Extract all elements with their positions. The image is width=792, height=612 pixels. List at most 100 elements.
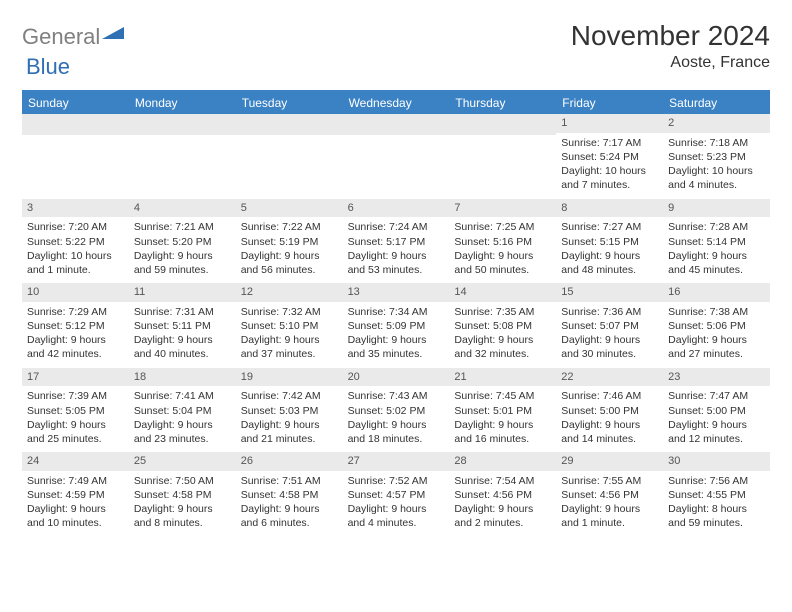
sunset-text: Sunset: 5:14 PM bbox=[668, 235, 765, 249]
daylight-text: Daylight: 9 hours and 50 minutes. bbox=[454, 249, 551, 277]
daylight-text: Daylight: 9 hours and 42 minutes. bbox=[27, 333, 124, 361]
sunset-text: Sunset: 4:58 PM bbox=[241, 488, 338, 502]
date-number: 19 bbox=[236, 368, 343, 387]
calendar-cell: 25Sunrise: 7:50 AMSunset: 4:58 PMDayligh… bbox=[129, 452, 236, 537]
date-number: 23 bbox=[663, 368, 770, 387]
sunrise-text: Sunrise: 7:20 AM bbox=[27, 220, 124, 234]
sunset-text: Sunset: 4:58 PM bbox=[134, 488, 231, 502]
date-number: 12 bbox=[236, 283, 343, 302]
sunrise-text: Sunrise: 7:28 AM bbox=[668, 220, 765, 234]
date-number: 29 bbox=[556, 452, 663, 471]
sunset-text: Sunset: 5:00 PM bbox=[668, 404, 765, 418]
sunset-text: Sunset: 4:56 PM bbox=[454, 488, 551, 502]
sunrise-text: Sunrise: 7:46 AM bbox=[561, 389, 658, 403]
calendar-cell: 16Sunrise: 7:38 AMSunset: 5:06 PMDayligh… bbox=[663, 283, 770, 368]
sunset-text: Sunset: 5:04 PM bbox=[134, 404, 231, 418]
sunset-text: Sunset: 5:24 PM bbox=[561, 150, 658, 164]
location: Aoste, France bbox=[571, 54, 770, 72]
sunset-text: Sunset: 5:00 PM bbox=[561, 404, 658, 418]
day-header: Tuesday bbox=[236, 92, 343, 114]
calendar-cell: 17Sunrise: 7:39 AMSunset: 5:05 PMDayligh… bbox=[22, 368, 129, 453]
date-number: 2 bbox=[663, 114, 770, 133]
calendar-cell: 28Sunrise: 7:54 AMSunset: 4:56 PMDayligh… bbox=[449, 452, 556, 537]
daylight-text: Daylight: 9 hours and 18 minutes. bbox=[348, 418, 445, 446]
calendar-cell: 4Sunrise: 7:21 AMSunset: 5:20 PMDaylight… bbox=[129, 199, 236, 284]
daylight-text: Daylight: 9 hours and 25 minutes. bbox=[27, 418, 124, 446]
daylight-text: Daylight: 9 hours and 40 minutes. bbox=[134, 333, 231, 361]
sunrise-text: Sunrise: 7:24 AM bbox=[348, 220, 445, 234]
sunset-text: Sunset: 5:06 PM bbox=[668, 319, 765, 333]
date-number: 8 bbox=[556, 199, 663, 218]
sunset-text: Sunset: 5:23 PM bbox=[668, 150, 765, 164]
logo: General bbox=[22, 24, 124, 50]
sunrise-text: Sunrise: 7:55 AM bbox=[561, 474, 658, 488]
calendar-cell: 20 Sunrise: 7:43 AMSunset: 5:02 PMDayligh… bbox=[343, 368, 450, 453]
calendar-cell: 1Sunrise: 7:17 AMSunset: 5:24 PMDaylight… bbox=[556, 114, 663, 199]
calendar-cell: 6Sunrise: 7:24 AMSunset: 5:17 PMDaylight… bbox=[343, 199, 450, 284]
daylight-text: Daylight: 9 hours and 35 minutes. bbox=[348, 333, 445, 361]
sunset-text: Sunset: 5:12 PM bbox=[27, 319, 124, 333]
date-number: 11 bbox=[129, 283, 236, 302]
daylight-text: Daylight: 9 hours and 37 minutes. bbox=[241, 333, 338, 361]
sunset-text: Sunset: 4:56 PM bbox=[561, 488, 658, 502]
daylight-text: Daylight: 9 hours and 23 minutes. bbox=[134, 418, 231, 446]
date-number: 21 bbox=[449, 368, 556, 387]
calendar-cell bbox=[236, 114, 343, 199]
daylight-text: Daylight: 9 hours and 53 minutes. bbox=[348, 249, 445, 277]
date-number bbox=[129, 114, 236, 135]
sunset-text: Sunset: 5:22 PM bbox=[27, 235, 124, 249]
date-number: 14 bbox=[449, 283, 556, 302]
daylight-text: Daylight: 9 hours and 1 minute. bbox=[561, 502, 658, 530]
sunrise-text: Sunrise: 7:43 AM bbox=[348, 389, 445, 403]
sunset-text: Sunset: 5:10 PM bbox=[241, 319, 338, 333]
date-number: 1 bbox=[556, 114, 663, 133]
title-block: November 2024 Aoste, France bbox=[571, 20, 770, 72]
month-title: November 2024 bbox=[571, 20, 770, 52]
calendar-cell: 23 Sunrise: 7:47 AMSunset: 5:00 PMDayligh… bbox=[663, 368, 770, 453]
sunset-text: Sunset: 4:55 PM bbox=[668, 488, 765, 502]
sunset-text: Sunset: 5:15 PM bbox=[561, 235, 658, 249]
date-number: 20 bbox=[343, 368, 450, 387]
sunrise-text: Sunrise: 7:50 AM bbox=[134, 474, 231, 488]
daylight-text: Daylight: 9 hours and 27 minutes. bbox=[668, 333, 765, 361]
daylight-text: Daylight: 9 hours and 21 minutes. bbox=[241, 418, 338, 446]
sunrise-text: Sunrise: 7:45 AM bbox=[454, 389, 551, 403]
sunrise-text: Sunrise: 7:21 AM bbox=[134, 220, 231, 234]
sunrise-text: Sunrise: 7:38 AM bbox=[668, 305, 765, 319]
daylight-text: Daylight: 9 hours and 2 minutes. bbox=[454, 502, 551, 530]
daylight-text: Daylight: 9 hours and 59 minutes. bbox=[134, 249, 231, 277]
daylight-text: Daylight: 9 hours and 16 minutes. bbox=[454, 418, 551, 446]
calendar-cell: 27Sunrise: 7:52 AMSunset: 4:57 PMDayligh… bbox=[343, 452, 450, 537]
sunset-text: Sunset: 5:17 PM bbox=[348, 235, 445, 249]
sunset-text: Sunset: 5:02 PM bbox=[348, 404, 445, 418]
sunset-text: Sunset: 5:11 PM bbox=[134, 319, 231, 333]
calendar-cell: 29 Sunrise: 7:55 AMSunset: 4:56 PMDayligh… bbox=[556, 452, 663, 537]
daylight-text: Daylight: 9 hours and 48 minutes. bbox=[561, 249, 658, 277]
calendar-cell: 18Sunrise: 7:41 AMSunset: 5:04 PMDayligh… bbox=[129, 368, 236, 453]
day-header: Sunday bbox=[22, 92, 129, 114]
daylight-text: Daylight: 9 hours and 12 minutes. bbox=[668, 418, 765, 446]
calendar-cell bbox=[129, 114, 236, 199]
sunrise-text: Sunrise: 7:49 AM bbox=[27, 474, 124, 488]
date-number: 24 bbox=[22, 452, 129, 471]
daylight-text: Daylight: 9 hours and 56 minutes. bbox=[241, 249, 338, 277]
day-header: Wednesday bbox=[343, 92, 450, 114]
date-number bbox=[236, 114, 343, 135]
date-number: 13 bbox=[343, 283, 450, 302]
sunrise-text: Sunrise: 7:29 AM bbox=[27, 305, 124, 319]
calendar-cell: 13Sunrise: 7:34 AMSunset: 5:09 PMDayligh… bbox=[343, 283, 450, 368]
date-number: 25 bbox=[129, 452, 236, 471]
date-number: 9 bbox=[663, 199, 770, 218]
sunrise-text: Sunrise: 7:42 AM bbox=[241, 389, 338, 403]
daylight-text: Daylight: 10 hours and 1 minute. bbox=[27, 249, 124, 277]
calendar-cell: 12Sunrise: 7:32 AMSunset: 5:10 PMDayligh… bbox=[236, 283, 343, 368]
daylight-text: Daylight: 10 hours and 7 minutes. bbox=[561, 164, 658, 192]
sunset-text: Sunset: 4:57 PM bbox=[348, 488, 445, 502]
date-number bbox=[22, 114, 129, 135]
date-number: 28 bbox=[449, 452, 556, 471]
sunrise-text: Sunrise: 7:47 AM bbox=[668, 389, 765, 403]
calendar-cell: 11Sunrise: 7:31 AMSunset: 5:11 PMDayligh… bbox=[129, 283, 236, 368]
calendar-cell: 7Sunrise: 7:25 AMSunset: 5:16 PMDaylight… bbox=[449, 199, 556, 284]
sunrise-text: Sunrise: 7:56 AM bbox=[668, 474, 765, 488]
daylight-text: Daylight: 9 hours and 6 minutes. bbox=[241, 502, 338, 530]
